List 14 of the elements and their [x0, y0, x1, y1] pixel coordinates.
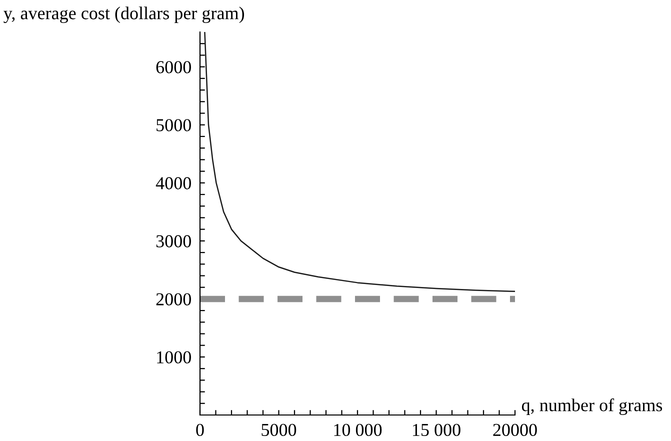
x-tick-label: 15 000	[413, 424, 460, 436]
y-tick-label: 2000	[156, 293, 191, 306]
x-tick-label: 0	[196, 424, 204, 436]
y-tick-label: 4000	[156, 177, 191, 190]
y-axis-title: y, average cost (dollars per gram)	[4, 6, 244, 24]
y-tick-label: 5000	[156, 119, 191, 132]
x-axis-title: q, number of grams	[522, 398, 662, 415]
x-tick-label: 10 000	[334, 424, 382, 436]
line-series	[204, 32, 515, 292]
y-tick-label: 3000	[156, 235, 191, 248]
x-tick-label: 20000	[493, 424, 537, 436]
x-tick-label: 5000	[262, 424, 296, 436]
y-tick-label: 6000	[156, 61, 191, 74]
y-tick-label: 1000	[157, 351, 191, 364]
